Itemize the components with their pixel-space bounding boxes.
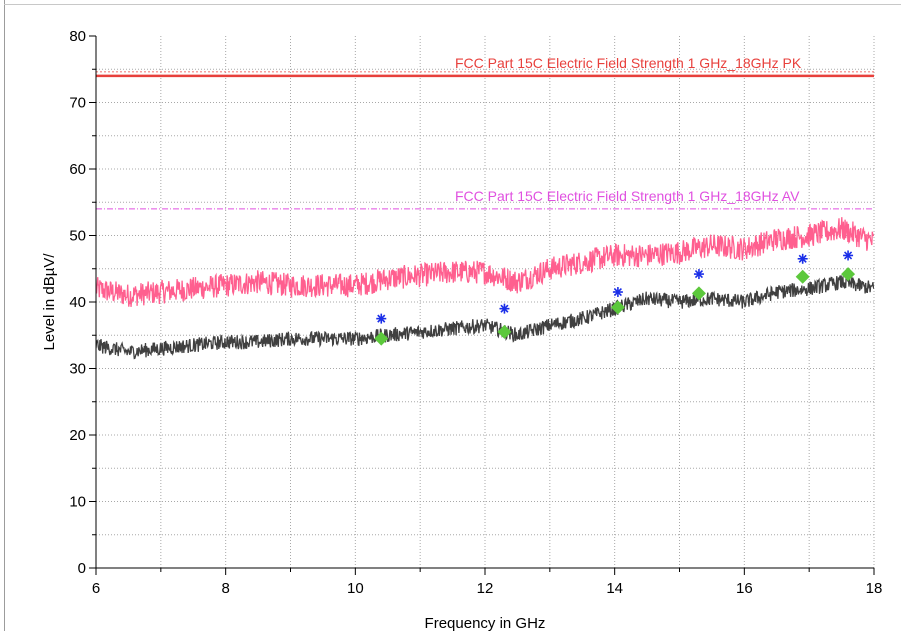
x-tick-label: 18 — [866, 580, 883, 597]
x-axis-label: Frequency in GHz — [425, 615, 546, 631]
peak-marker-stroke — [694, 270, 704, 279]
x-tick-label: 16 — [736, 580, 753, 597]
markers-group — [374, 250, 856, 346]
peak-marker-stroke — [377, 314, 386, 323]
average-marker — [497, 324, 512, 339]
peak-marker — [612, 287, 623, 298]
y-tick-labels: 0 10 20 30 40 50 60 70 80 — [69, 28, 86, 577]
limit-label-av: FCC Part 15C Electric Field Strength 1 G… — [455, 188, 800, 204]
y-tick-label: 30 — [69, 361, 86, 378]
y-tick-label: 80 — [69, 28, 86, 45]
y-tick-label: 70 — [69, 95, 86, 112]
y-tick-label: 60 — [69, 161, 86, 178]
y-tick-label: 40 — [69, 294, 86, 311]
y-tick-label: 0 — [78, 560, 86, 577]
x-tick-label: 10 — [347, 580, 364, 597]
average-marker — [374, 331, 389, 346]
frame-border-top — [4, 4, 901, 5]
x-tick-label: 6 — [92, 580, 100, 597]
x-tick-label: 12 — [477, 580, 494, 597]
peak-marker-stroke — [613, 287, 622, 297]
series-trace-1 — [96, 275, 874, 360]
y-tick-label: 10 — [69, 494, 86, 511]
peak-marker — [843, 250, 854, 261]
y-tick-label: 20 — [69, 427, 86, 444]
limit-label-pk: FCC Part 15C Electric Field Strength 1 G… — [455, 55, 802, 71]
average-marker — [691, 286, 706, 301]
limit-lines: FCC Part 15C Electric Field Strength 1 G… — [96, 55, 874, 210]
x-tick-labels: 6 8 10 12 14 16 18 — [92, 580, 883, 597]
x-tick-label: 8 — [221, 580, 229, 597]
y-axis-label: Level in dBµV/ — [41, 253, 58, 351]
average-marker — [610, 300, 625, 315]
peak-marker-stroke — [798, 254, 807, 263]
x-tick-label: 14 — [606, 580, 623, 597]
axes — [89, 35, 875, 575]
series-trace-0 — [96, 217, 874, 307]
peak-marker-stroke — [844, 251, 853, 260]
series-group — [96, 217, 874, 360]
average-marker — [841, 267, 856, 282]
y-tick-label: 50 — [69, 228, 86, 245]
frame-border-left — [4, 0, 5, 631]
peak-marker — [376, 313, 387, 324]
peak-marker — [797, 253, 808, 264]
peak-marker — [499, 303, 510, 314]
average-marker — [795, 269, 810, 284]
peak-marker-stroke — [500, 304, 509, 313]
peak-marker — [693, 269, 704, 280]
